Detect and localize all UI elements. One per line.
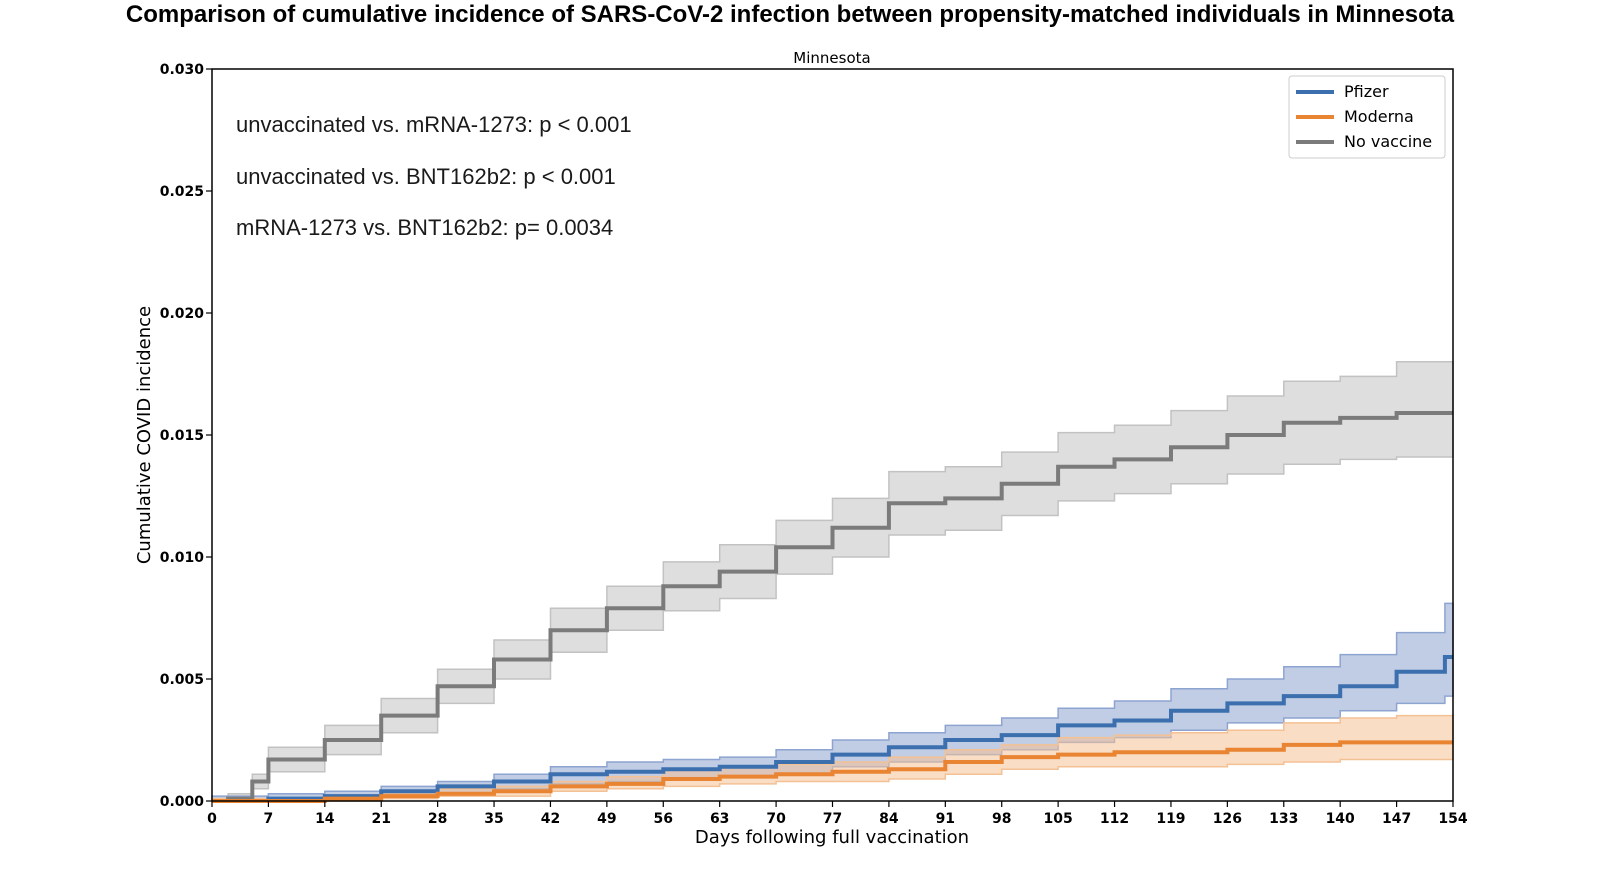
y-axis: 0.000 0.005 0.010 0.015 0.020 0.025 0.030 (160, 62, 212, 810)
legend-label-pfizer: Pfizer (1344, 82, 1389, 101)
legend-label-no-vaccine: No vaccine (1344, 132, 1432, 151)
line-no-vaccine (212, 411, 1453, 803)
y-tick-label: 0.000 (160, 794, 205, 810)
line-pfizer (212, 655, 1453, 803)
y-tick-label: 0.005 (160, 672, 204, 688)
chart-title: Comparison of cumulative incidence of SA… (126, 1, 1455, 28)
x-tick-label: 133 (1269, 811, 1298, 827)
x-tick-label: 154 (1438, 811, 1467, 827)
x-tick-label: 21 (371, 811, 390, 827)
x-tick-label: 0 (207, 811, 217, 827)
legend: Pfizer Moderna No vaccine (1288, 75, 1446, 159)
band-moderna (211, 714, 1454, 802)
x-tick-label: 91 (936, 811, 955, 827)
x-tick-label: 49 (597, 811, 616, 827)
chart-subtitle: Minnesota (793, 49, 870, 67)
x-tick-label: 56 (654, 811, 673, 827)
x-tick-label: 84 (879, 811, 899, 827)
x-tick-label: 35 (484, 811, 503, 827)
x-tick-label: 42 (541, 811, 560, 827)
x-tick-label: 112 (1100, 811, 1129, 827)
y-axis-label: Cumulative COVID incidence (134, 306, 155, 564)
x-tick-label: 119 (1156, 811, 1185, 827)
x-tick-label: 70 (766, 811, 786, 827)
y-tick-label: 0.030 (160, 62, 205, 78)
legend-box (1288, 75, 1446, 159)
x-tick-label: 7 (264, 811, 274, 827)
x-tick-label: 63 (710, 811, 729, 827)
x-tick-label: 105 (1044, 811, 1073, 827)
y-tick-label: 0.010 (160, 550, 205, 566)
x-axis-label: Days following full vaccination (695, 827, 969, 848)
annotation-1: unvaccinated vs. mRNA-1273: p < 0.001 (236, 112, 632, 137)
y-tick-label: 0.020 (160, 306, 205, 322)
annotation-2: unvaccinated vs. BNT162b2: p < 0.001 (236, 164, 616, 189)
line-moderna (212, 740, 1453, 803)
x-tick-label: 147 (1382, 811, 1411, 827)
annotation-3: mRNA-1273 vs. BNT162b2: p= 0.0034 (236, 215, 613, 240)
x-tick-label: 140 (1326, 811, 1355, 827)
x-axis: 0 7 14 21 28 35 42 49 56 63 70 77 84 91 98 105 112 119 126… (207, 801, 1468, 827)
x-tick-label: 28 (428, 811, 447, 827)
legend-label-moderna: Moderna (1344, 107, 1414, 126)
x-tick-label: 14 (315, 811, 335, 827)
x-tick-label: 126 (1213, 811, 1242, 827)
x-tick-label: 77 (823, 811, 842, 827)
y-tick-label: 0.025 (160, 184, 204, 200)
y-tick-label: 0.015 (160, 428, 204, 444)
x-tick-label: 98 (992, 811, 1011, 827)
series-lines (212, 411, 1453, 803)
confidence-bands (211, 361, 1454, 802)
